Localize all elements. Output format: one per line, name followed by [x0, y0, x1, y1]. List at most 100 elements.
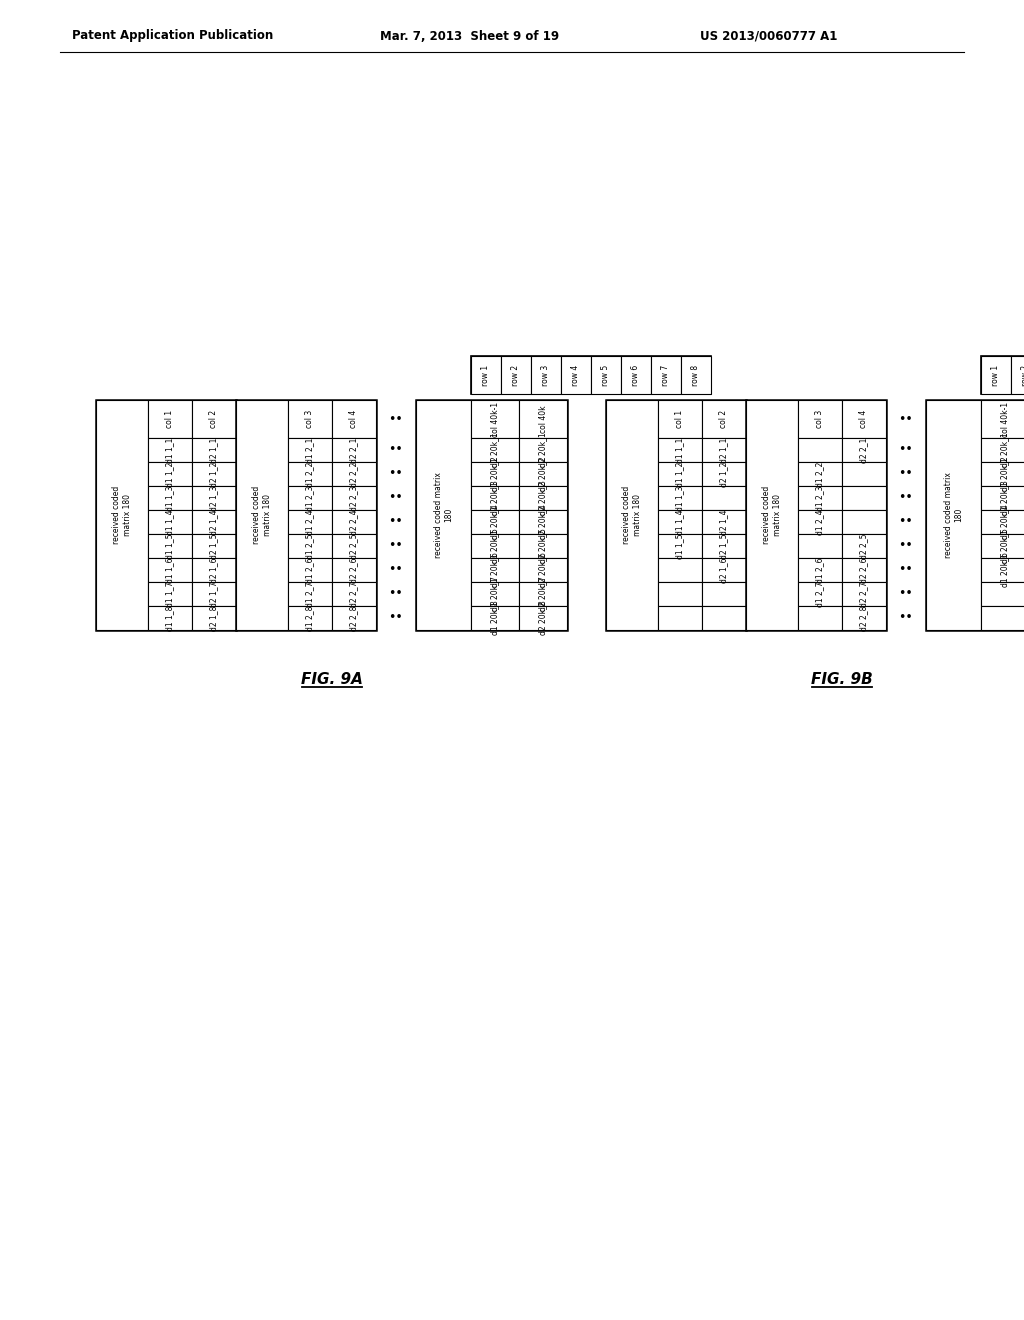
Text: d1 20k_2: d1 20k_2	[1000, 457, 1010, 491]
Bar	[332, 486, 376, 510]
Text: d2 2_5: d2 2_5	[859, 533, 868, 558]
Bar	[658, 400, 702, 438]
Text: d1 20k_3: d1 20k_3	[1000, 480, 1010, 515]
Text: ••: ••	[899, 412, 913, 425]
Text: col 40k-1: col 40k-1	[1000, 401, 1010, 437]
Text: ••: ••	[389, 540, 403, 553]
Bar	[501, 356, 531, 393]
Bar	[981, 535, 1024, 558]
Text: d1 2_2: d1 2_2	[305, 461, 314, 487]
Bar	[519, 462, 567, 486]
Text: row 4: row 4	[571, 364, 581, 385]
Bar	[332, 462, 376, 486]
Text: ••: ••	[389, 611, 403, 624]
Bar	[471, 510, 519, 535]
Text: d1 20k_7: d1 20k_7	[490, 577, 500, 611]
Bar	[702, 462, 746, 486]
Bar	[471, 400, 519, 438]
Bar	[471, 356, 711, 393]
Bar	[981, 400, 1024, 438]
Bar	[702, 510, 746, 535]
Bar	[148, 400, 193, 438]
Text: d1 20k_1: d1 20k_1	[490, 433, 500, 467]
Text: ••: ••	[899, 540, 913, 553]
Bar	[842, 438, 886, 462]
Text: col 40k-1: col 40k-1	[490, 401, 500, 437]
Bar	[798, 400, 842, 438]
Bar	[981, 356, 1011, 393]
Text: received coded
matrix 180: received coded matrix 180	[762, 486, 781, 544]
Bar	[681, 356, 711, 393]
Bar	[561, 356, 591, 393]
Bar	[798, 606, 842, 630]
Text: ••: ••	[899, 587, 913, 601]
Bar	[621, 356, 651, 393]
Text: d2 2_1: d2 2_1	[349, 437, 358, 463]
Text: col 40k: col 40k	[539, 405, 548, 433]
Bar	[519, 582, 567, 606]
Text: d1 1_2: d1 1_2	[676, 461, 684, 487]
Bar	[193, 558, 236, 582]
Text: d2 1_3: d2 1_3	[210, 486, 218, 511]
Text: d2 1_1: d2 1_1	[210, 437, 218, 463]
Text: row 1: row 1	[991, 364, 1000, 385]
Bar	[148, 582, 193, 606]
Text: FIG. 9A: FIG. 9A	[301, 672, 362, 688]
Text: d2 2_7: d2 2_7	[859, 581, 868, 607]
Text: row 6: row 6	[632, 364, 640, 385]
Text: d2 1_4: d2 1_4	[720, 510, 728, 535]
Text: d1 1_1: d1 1_1	[676, 437, 684, 463]
Bar	[702, 606, 746, 630]
Bar	[471, 462, 519, 486]
Bar	[148, 462, 193, 486]
Bar	[606, 400, 746, 630]
Bar	[332, 438, 376, 462]
Bar	[471, 438, 519, 462]
Bar	[798, 582, 842, 606]
Bar	[981, 582, 1024, 606]
Bar	[519, 558, 567, 582]
Text: row 3: row 3	[542, 364, 551, 385]
Text: col 1: col 1	[166, 411, 174, 428]
Text: col 2: col 2	[720, 411, 728, 428]
Text: ••: ••	[389, 491, 403, 504]
Text: d2 20k_6: d2 20k_6	[539, 553, 548, 587]
Text: d1 20k_1: d1 20k_1	[1000, 433, 1010, 467]
Bar	[981, 438, 1024, 462]
Text: d2 1_6: d2 1_6	[210, 557, 218, 582]
Bar	[471, 486, 519, 510]
Bar	[193, 510, 236, 535]
Text: ••: ••	[899, 611, 913, 624]
Text: row 1: row 1	[481, 364, 490, 385]
Text: received coded
matrix 180: received coded matrix 180	[252, 486, 271, 544]
Bar	[798, 462, 842, 486]
Text: d2 2_4: d2 2_4	[349, 510, 358, 535]
Bar	[702, 535, 746, 558]
Text: col 4: col 4	[349, 411, 358, 428]
Text: d1 2_6: d1 2_6	[815, 557, 824, 582]
Text: d2 2_6: d2 2_6	[859, 557, 868, 582]
Bar	[288, 400, 332, 438]
Bar	[591, 356, 621, 393]
Bar	[658, 535, 702, 558]
Bar	[651, 356, 681, 393]
Bar	[926, 400, 981, 630]
Bar	[471, 558, 519, 582]
Text: d1 2_8: d1 2_8	[305, 606, 314, 631]
Text: d1 1_7: d1 1_7	[166, 581, 174, 607]
Bar	[798, 535, 842, 558]
Bar	[332, 535, 376, 558]
Bar	[798, 486, 842, 510]
Bar	[471, 535, 519, 558]
Bar	[288, 510, 332, 535]
Bar	[702, 438, 746, 462]
Text: received coded
matrix 180: received coded matrix 180	[623, 486, 642, 544]
Text: d1 1_5: d1 1_5	[676, 533, 684, 558]
Text: d2 20k_8: d2 20k_8	[539, 601, 548, 635]
Text: d1 1_1: d1 1_1	[166, 437, 174, 463]
Bar	[842, 510, 886, 535]
Bar	[658, 486, 702, 510]
Text: d2 1_2: d2 1_2	[720, 461, 728, 487]
Bar	[842, 582, 886, 606]
Bar	[702, 558, 746, 582]
